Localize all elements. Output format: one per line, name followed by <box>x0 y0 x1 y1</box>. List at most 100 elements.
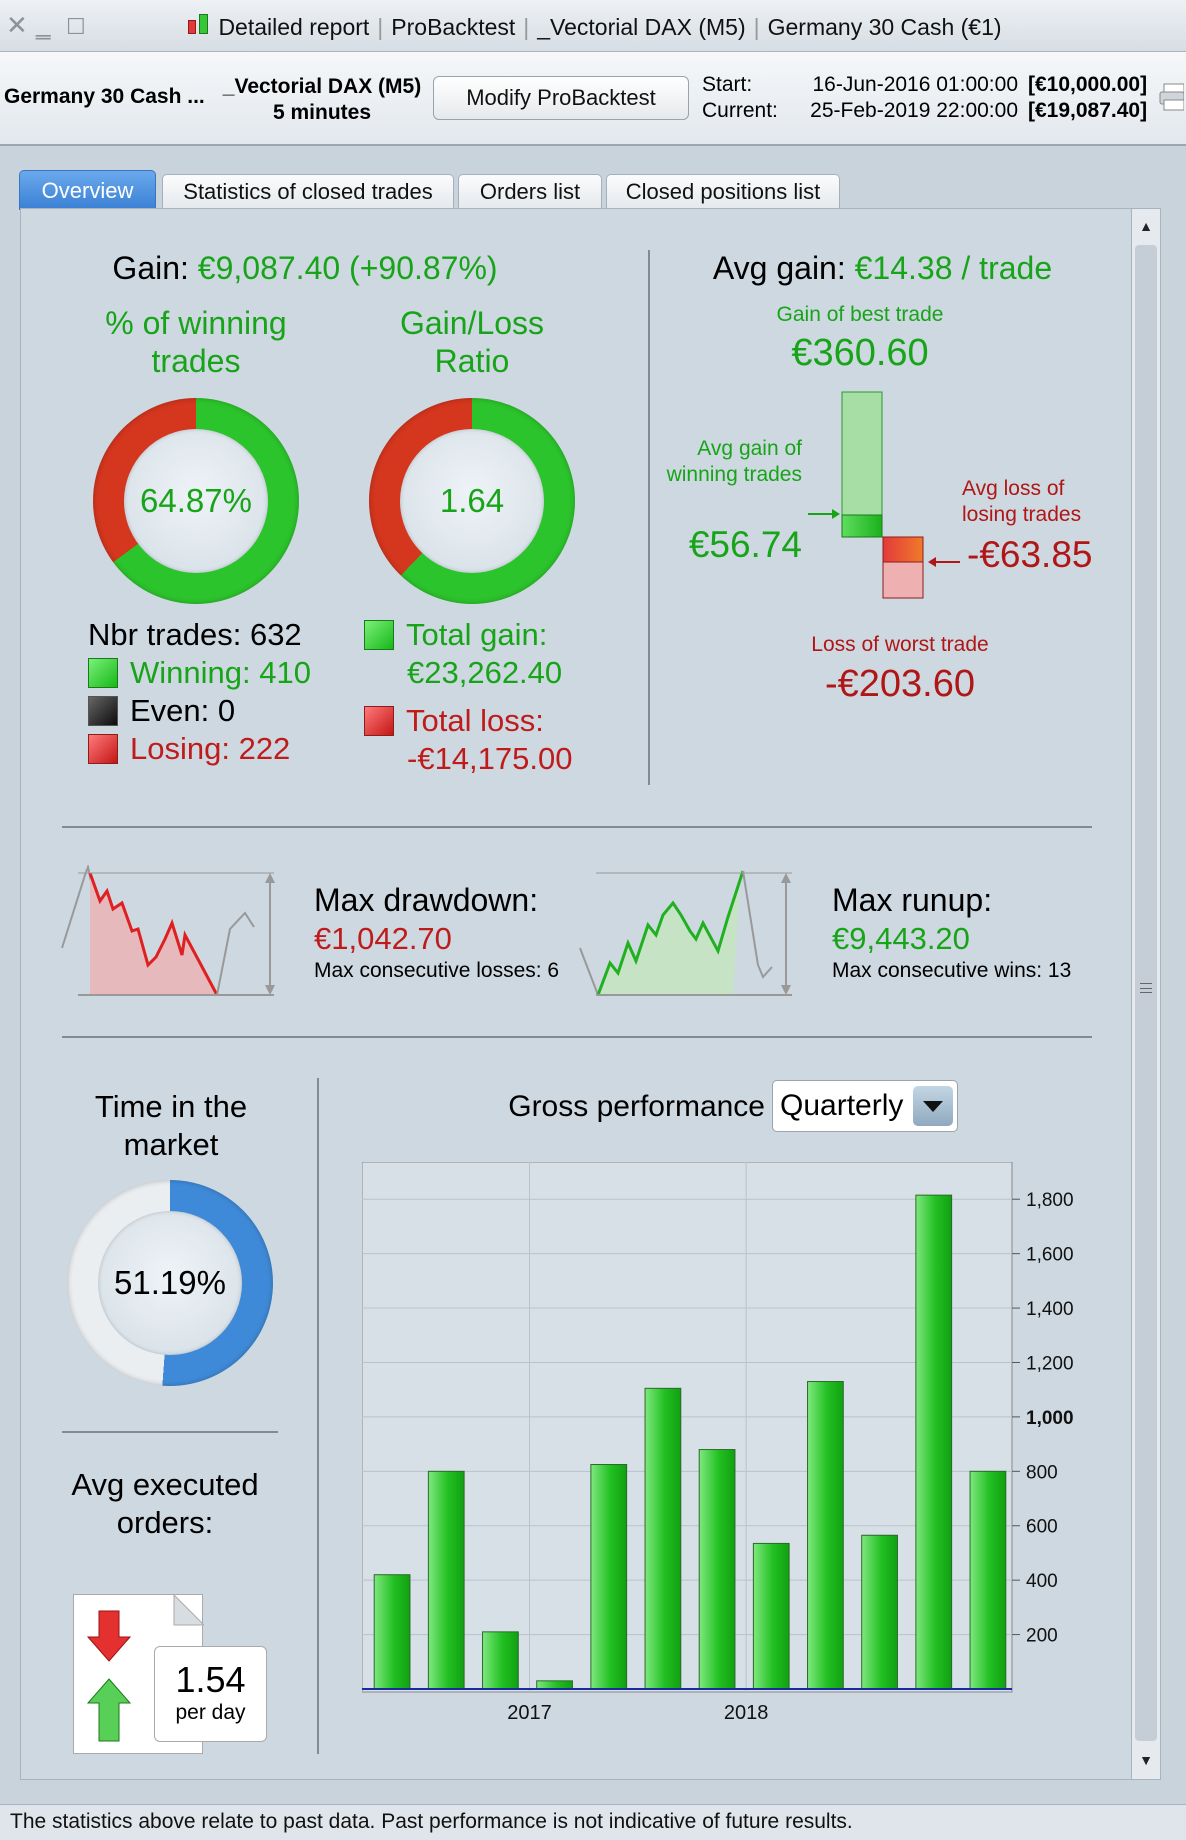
title-part-probacktest: ProBacktest <box>391 14 516 40</box>
scroll-up-icon[interactable]: ▲ <box>1139 218 1153 234</box>
y-tick-label: 200 <box>1026 1626 1058 1647</box>
ratio-value: 1.64 <box>439 482 505 519</box>
y-tick-label: 1,200 <box>1026 1353 1074 1374</box>
win-pct-donut: 64.87% <box>93 398 299 604</box>
chart-bar <box>482 1631 519 1690</box>
avg-orders-box: 1.54 per day <box>154 1646 267 1742</box>
avg-win-label: Avg gain of winning trades <box>666 437 802 486</box>
chart-bar <box>590 1464 628 1690</box>
maximize-icon[interactable]: ☐ <box>66 14 86 39</box>
header-bar: Germany 30 Cash ... _Vectorial DAX (M5) … <box>0 52 1186 146</box>
avg-win-arrow-icon <box>832 509 840 519</box>
section-divider-2 <box>317 1078 319 1754</box>
candlestick-icon <box>184 12 214 40</box>
divider-3 <box>62 1431 278 1433</box>
chart-bar <box>915 1194 953 1690</box>
scroll-grip-icon <box>1140 983 1152 993</box>
gain-value: €9,087.40 (+90.87%) <box>197 250 498 286</box>
time-in-market-donut: 51.19% <box>67 1180 273 1386</box>
start-date: 16-Jun-2016 01:00:00 <box>812 73 1019 96</box>
gross-performance-chart: 200 400 600 800 1,000 1,200 1,400 1,600 1,800 201… <box>362 1162 1074 1724</box>
vertical-scrollbar[interactable]: ▲ ▼ <box>1131 208 1161 1780</box>
avg-orders-unit: per day <box>175 1701 246 1724</box>
current-date: 25-Feb-2019 22:00:00 <box>810 99 1018 122</box>
avg-loss-label: Avg loss of losing trades <box>962 477 1082 526</box>
title-part-report: Detailed report <box>218 14 370 40</box>
worst-trade-value: -€203.60 <box>824 663 975 705</box>
chart-plot-area <box>362 1162 1013 1693</box>
current-amount: [€19,087.40] <box>1028 99 1148 122</box>
period-select-value: Quarterly <box>780 1089 904 1122</box>
disclaimer-footer: The statistics above relate to past data… <box>0 1804 1186 1840</box>
time-in-market-value: 51.19% <box>114 1264 226 1301</box>
print-icon[interactable] <box>1158 82 1184 112</box>
gain-loss-ratio-donut: 1.64 <box>369 398 575 604</box>
max-runup-value: €9,443.20 <box>832 921 970 956</box>
chart-bar <box>698 1449 736 1690</box>
system-name: _Vectorial DAX (M5) <box>222 75 422 98</box>
winning-swatch-icon <box>88 658 118 688</box>
win-pct-value: 64.87% <box>140 482 252 519</box>
tab-orders-list[interactable]: Orders list <box>458 174 602 210</box>
chart-bar <box>373 1574 411 1690</box>
close-icon[interactable]: ✕ <box>6 10 28 40</box>
y-tick-label: 800 <box>1026 1462 1058 1483</box>
title-bar: ✕ ‗ ☐ Detailed report | ProBacktest | _Vecto… <box>0 0 1186 52</box>
chevron-down-icon[interactable] <box>913 1086 953 1126</box>
y-tick-label: 1,400 <box>1026 1299 1074 1320</box>
scroll-down-icon[interactable]: ▼ <box>1139 1752 1153 1768</box>
max-consecutive-losses: Max consecutive losses: 6 <box>314 959 560 982</box>
y-tick-label: 600 <box>1026 1517 1058 1538</box>
total-gain-label: Total gain: <box>406 617 548 652</box>
total-loss-label: Total loss: <box>406 703 544 738</box>
max-drawdown-value: €1,042.70 <box>314 921 452 956</box>
ratio-title: Gain/Loss Ratio <box>399 305 545 379</box>
y-tick-label: 1,800 <box>1026 1190 1074 1211</box>
instrument-name: Germany 30 Cash ... <box>4 85 205 108</box>
scroll-thumb[interactable] <box>1135 245 1157 1741</box>
divider-1 <box>62 826 1092 828</box>
losing-count: Losing: 222 <box>130 731 291 766</box>
trade-counts: Nbr trades: 632 Winning: 410 Even: 0 Los… <box>88 616 311 768</box>
worst-trade-label: Loss of worst trade <box>811 633 989 656</box>
best-trade-value: €360.60 <box>791 332 929 374</box>
section-divider <box>648 250 650 785</box>
even-swatch-icon <box>88 696 118 726</box>
timeframe: 5 minutes <box>272 101 372 124</box>
y-tick-label: 1,000 <box>1026 1408 1074 1429</box>
x-tick-label: 2018 <box>724 1702 769 1724</box>
up-arrow-icon <box>86 1678 132 1742</box>
chart-bar <box>861 1534 898 1690</box>
period-select[interactable]: Quarterly <box>772 1080 958 1132</box>
total-gain-swatch-icon <box>364 620 394 650</box>
minimize-icon[interactable]: ‗ <box>36 10 51 40</box>
modify-probacktest-button[interactable]: Modify ProBacktest <box>433 76 689 120</box>
tab-closed-positions-list[interactable]: Closed positions list <box>606 174 840 210</box>
window-title: Detailed report | ProBacktest | _Vectorial D… <box>0 12 1186 41</box>
totals: Total gain: €23,262.40 Total loss: -€14,… <box>364 616 572 778</box>
total-loss-value: -€14,175.00 <box>407 741 573 776</box>
x-tick-label: 2017 <box>507 1702 552 1724</box>
tab-overview[interactable]: Overview <box>19 170 156 210</box>
chart-bar <box>752 1542 790 1690</box>
chart-bar <box>969 1470 1007 1690</box>
losing-swatch-icon <box>88 734 118 764</box>
avg-win-bar <box>841 514 883 538</box>
gain-label: Gain: <box>112 250 189 286</box>
avg-loss-bar <box>882 536 924 563</box>
current-label: Current: <box>702 99 778 122</box>
title-part-system: _Vectorial DAX (M5) <box>537 14 746 40</box>
winning-count: Winning: 410 <box>130 655 311 690</box>
max-drawdown-label: Max drawdown: <box>314 882 539 918</box>
tab-statistics-closed-trades[interactable]: Statistics of closed trades <box>162 174 454 210</box>
total-loss-swatch-icon <box>364 706 394 736</box>
avg-gain-value: €14.38 / trade <box>854 250 1053 286</box>
gross-performance-title: Gross performance <box>508 1090 765 1123</box>
best-trade-label: Gain of best trade <box>776 303 944 326</box>
avg-loss-arrow-icon <box>928 557 936 567</box>
total-gain-value: €23,262.40 <box>407 655 563 690</box>
chart-bar <box>807 1381 844 1690</box>
worst-trade-bar <box>882 561 924 599</box>
avg-orders-title: Avg executed orders: <box>71 1467 259 1540</box>
runup-line <box>596 870 745 996</box>
